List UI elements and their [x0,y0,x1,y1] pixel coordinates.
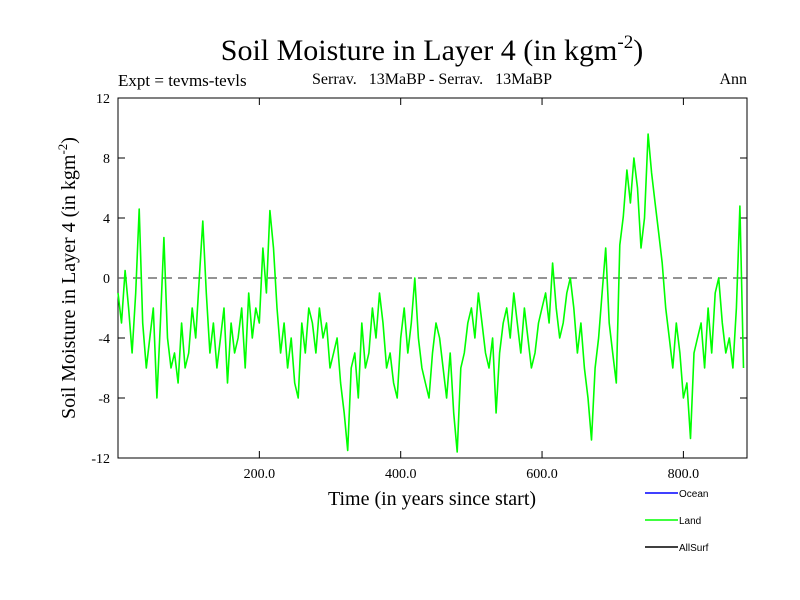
y-axis-ticks: -12 -8 -4 0 4 8 12 [91,92,747,467]
chart-title: Soil Moisture in Layer 4 (in kgm-2) [221,32,643,67]
legend-label-land: Land [679,516,701,527]
x-axis-label: Time (in years since start) [328,488,536,510]
y-tick-label: -4 [98,332,110,347]
y-tick-label: 0 [103,272,110,287]
x-tick-label: 400.0 [385,467,417,482]
period-label: Serrav. 13MaBP - Serrav. 13MaBP [312,71,552,88]
legend-label-allsurf: AllSurf [679,543,709,554]
y-axis-label: Soil Moisture in Layer 4 (in kgm-2) [55,137,80,419]
season-label: Ann [719,71,747,88]
y-tick-label: -8 [98,392,110,407]
series-line-land [117,133,745,453]
legend-label-ocean: Ocean [679,489,708,500]
series-group [117,133,745,453]
legend: Ocean Land AllSurf [645,489,709,554]
experiment-label: Expt = tevms-tevls [118,71,247,90]
y-tick-label: 12 [96,92,110,107]
y-tick-label: -12 [91,452,110,467]
x-axis-ticks: 200.0 400.0 600.0 800.0 [244,98,700,482]
y-tick-label: 8 [103,152,110,167]
x-tick-label: 200.0 [244,467,276,482]
y-tick-label: 4 [103,212,110,227]
x-tick-label: 800.0 [668,467,700,482]
x-tick-label: 600.0 [526,467,558,482]
